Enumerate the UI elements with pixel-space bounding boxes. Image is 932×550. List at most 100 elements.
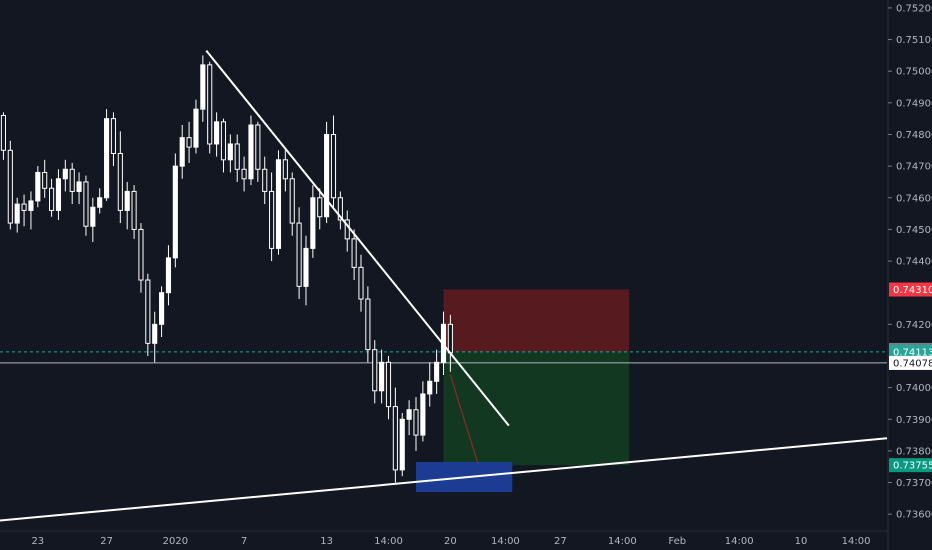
candle-body (172, 165, 178, 259)
candle-body (447, 323, 453, 354)
x-tick-label: 14:00 (725, 536, 754, 547)
candle-body (193, 108, 199, 148)
x-tick-label: 14:00 (608, 536, 637, 547)
candle-body (434, 361, 440, 382)
price-tag-label: 0.73755 (893, 461, 932, 472)
candle-body (269, 190, 275, 249)
candle-body (110, 118, 117, 154)
candle-body (337, 197, 343, 221)
price-tag (889, 344, 932, 359)
candle-body (227, 143, 233, 161)
candle-body (365, 298, 371, 351)
candle-body (104, 118, 110, 199)
candle-body (83, 181, 89, 227)
x-tick-label: 14:00 (491, 536, 520, 547)
candle-body (97, 197, 103, 208)
price-tag (889, 282, 932, 297)
candle-body (358, 266, 364, 300)
candle-body (275, 159, 282, 249)
candle-body (282, 159, 288, 180)
x-tick-label: 10 (795, 536, 808, 547)
candle-body (303, 247, 309, 287)
candle-body (35, 171, 41, 202)
candle-body (241, 168, 247, 180)
x-tick-label: 14:00 (374, 536, 403, 547)
x-tick-label: 27 (100, 536, 113, 547)
candle-body (207, 64, 213, 145)
candle-body (413, 409, 419, 436)
candle-body (55, 178, 62, 211)
trend-line-1 (0, 437, 888, 522)
candle-body (42, 171, 48, 189)
price-tag (889, 458, 932, 473)
candle-body (214, 121, 220, 145)
candle-body (186, 137, 192, 148)
candle-body (28, 200, 34, 211)
candle-body (289, 178, 295, 224)
candle-body (262, 168, 268, 192)
candle-body (399, 418, 405, 471)
candle-body (317, 197, 323, 218)
price-tag-label: 0.74113 (893, 347, 932, 358)
candle-body (385, 361, 392, 408)
candle-body (296, 222, 302, 287)
candle-body (117, 152, 123, 211)
candle-body (420, 393, 426, 436)
candle-body (49, 187, 55, 211)
x-tick-label: 23 (31, 536, 44, 547)
candle-body (14, 203, 20, 224)
candle-body (165, 257, 172, 294)
candle-body (200, 64, 206, 110)
x-tick-label: 7 (241, 536, 247, 547)
candle-body (351, 238, 357, 268)
candle-body (392, 406, 398, 471)
stop-zone (443, 289, 630, 352)
price-tag-label: 0.74078 (893, 358, 932, 369)
candle-body (69, 168, 75, 192)
candle-body (427, 380, 433, 395)
projection-arrow (449, 374, 479, 464)
price-tag (889, 355, 932, 370)
trend-line-0 (205, 49, 510, 427)
x-tick-label: 20 (444, 536, 457, 547)
candle-body (138, 228, 144, 281)
candle-body (330, 133, 337, 199)
candle-body (159, 292, 165, 325)
candle-body (372, 349, 378, 392)
candle-body (21, 203, 27, 211)
price-tag-label: 0.74310 (893, 285, 932, 296)
x-tick-label: 13 (320, 536, 333, 547)
candle-body (145, 279, 151, 344)
x-tick-label: 2020 (163, 536, 188, 547)
candle-body (234, 143, 240, 170)
candle-body (131, 190, 137, 230)
candle-body (90, 206, 96, 227)
candle-body (324, 133, 330, 218)
candle-body (248, 124, 254, 180)
candle-body (179, 137, 185, 167)
candle-body (7, 149, 13, 224)
candle-body (310, 197, 316, 249)
candle-body (124, 190, 130, 211)
x-tick-label: Feb (668, 536, 686, 547)
x-tick-label: 27 (554, 536, 567, 547)
x-tick-label: 14:00 (842, 536, 871, 547)
candle-body (406, 409, 412, 420)
target-zone (443, 351, 630, 466)
